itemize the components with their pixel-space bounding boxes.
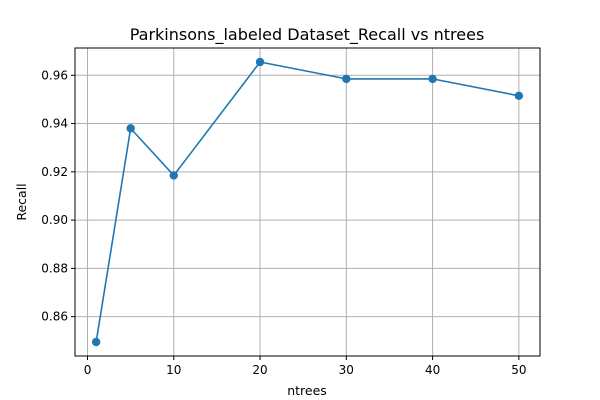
chart-title: Parkinsons_labeled Dataset_Recall vs ntr… <box>130 25 485 45</box>
y-tick-label: 0.96 <box>41 68 68 82</box>
plot-area-frame <box>74 47 541 357</box>
data-point-marker <box>255 57 265 67</box>
data-point-marker <box>514 91 524 100</box>
y-tick-label: 0.94 <box>41 117 68 131</box>
y-tick-label: 0.88 <box>41 261 68 275</box>
x-tick-label: 20 <box>252 363 267 377</box>
axis-ticks: 0 10 20 30 40 50 0.86 0.88 0.90 0.92 0.94 0.96 <box>41 68 526 377</box>
x-tick-label: 0 <box>84 363 92 377</box>
x-tick-label: 50 <box>511 363 526 377</box>
y-axis-title: Recall <box>14 183 29 220</box>
x-tick-label: 40 <box>425 363 440 377</box>
data-point-marker <box>169 171 178 180</box>
x-axis-title: ntrees <box>287 383 327 398</box>
y-tick-label: 0.86 <box>41 310 68 324</box>
data-point-marker <box>91 337 101 347</box>
y-tick-label: 0.92 <box>41 165 68 179</box>
x-tick-label: 10 <box>166 363 181 377</box>
data-point-marker <box>126 124 135 133</box>
data-point-marker <box>342 74 351 84</box>
x-tick-label: 30 <box>339 363 354 377</box>
y-tick-label: 0.90 <box>41 213 68 227</box>
data-point-marker <box>428 74 437 84</box>
data-series <box>91 57 524 347</box>
